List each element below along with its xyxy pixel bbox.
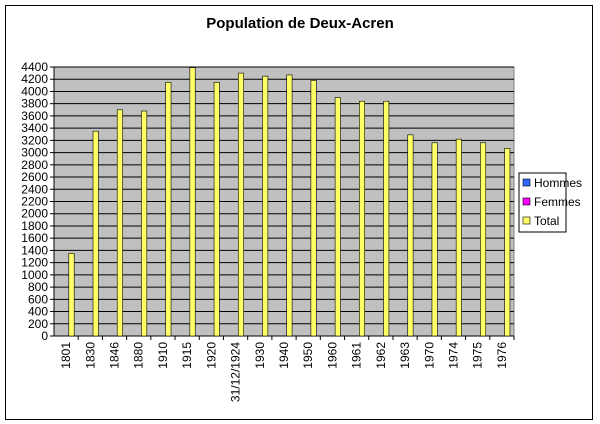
y-tick-label: 1200 — [21, 256, 48, 270]
x-tick-label: 1940 — [277, 342, 291, 369]
x-tick-label: 1974 — [446, 342, 460, 369]
legend-label: Femmes — [534, 195, 581, 209]
y-tick-label: 4400 — [21, 60, 48, 74]
bar — [480, 142, 487, 337]
bar — [504, 148, 511, 337]
bar — [310, 80, 317, 337]
y-tick-label: 3800 — [21, 97, 48, 111]
x-tick-label: 1962 — [374, 342, 388, 369]
bar — [286, 74, 293, 337]
bar — [141, 110, 148, 337]
y-tick-label: 4000 — [21, 84, 48, 98]
bar — [431, 142, 438, 337]
x-tick-label: 1975 — [471, 342, 485, 369]
x-tick-label: 1960 — [325, 342, 339, 369]
bar — [407, 134, 414, 337]
x-tick-label: 1920 — [204, 342, 218, 369]
legend-swatch — [522, 216, 531, 225]
y-tick-label: 3400 — [21, 121, 48, 135]
y-tick-label: 3200 — [21, 133, 48, 147]
y-tick-label: 600 — [28, 292, 48, 306]
x-tick-label: 1801 — [59, 342, 73, 369]
y-tick-label: 2200 — [21, 195, 48, 209]
x-tick-label: 1963 — [398, 342, 412, 369]
bar — [359, 100, 366, 337]
bar — [237, 72, 244, 337]
y-tick-label: 1600 — [21, 231, 48, 245]
y-tick-label: 200 — [28, 317, 48, 331]
x-tick-label: 1880 — [132, 342, 146, 369]
y-tick-label: 1400 — [21, 243, 48, 257]
bar — [213, 81, 220, 337]
y-tick-label: 400 — [28, 305, 48, 319]
bar — [455, 138, 462, 337]
legend-label: Hommes — [534, 176, 582, 190]
x-tick-label: 1846 — [108, 342, 122, 369]
y-tick-label: 2800 — [21, 158, 48, 172]
chart-title: Population de Deux-Acren — [206, 15, 394, 32]
y-tick-label: 2000 — [21, 207, 48, 221]
x-tick-label: 1830 — [83, 342, 97, 369]
bar — [68, 253, 75, 337]
x-tick-label: 1950 — [301, 342, 315, 369]
y-tick-label: 1000 — [21, 268, 48, 282]
bar — [92, 130, 99, 337]
x-tick-label: 1930 — [253, 342, 267, 369]
bar — [334, 97, 341, 337]
bar — [165, 81, 172, 337]
legend-label: Total — [534, 214, 559, 228]
legend-swatch — [522, 178, 531, 187]
x-tick-label: 31/12/1924 — [229, 342, 243, 402]
y-tick-label: 3000 — [21, 146, 48, 160]
x-tick-label: 1961 — [350, 342, 364, 369]
x-tick-label: 1970 — [422, 342, 436, 369]
legend-swatch — [522, 197, 531, 206]
y-tick-label: 800 — [28, 280, 48, 294]
y-tick-label: 0 — [41, 329, 48, 343]
y-tick-label: 2400 — [21, 182, 48, 196]
y-tick-label: 3600 — [21, 109, 48, 123]
bar — [189, 67, 196, 337]
y-tick-label: 2600 — [21, 170, 48, 184]
x-tick-label: 1915 — [180, 342, 194, 369]
bar — [262, 75, 269, 337]
x-tick-label: 1910 — [156, 342, 170, 369]
x-tick-label: 1976 — [495, 342, 509, 369]
bar — [116, 109, 123, 337]
bar — [383, 100, 390, 337]
y-tick-label: 1800 — [21, 219, 48, 233]
y-tick-label: 4200 — [21, 72, 48, 86]
